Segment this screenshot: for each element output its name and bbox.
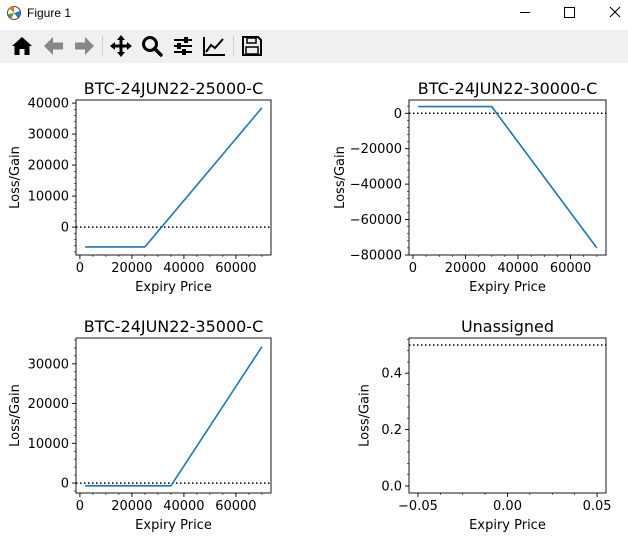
- close-button[interactable]: [592, 0, 628, 28]
- y-tick-label: −80000: [350, 249, 402, 264]
- back-button[interactable]: [41, 33, 67, 59]
- axes-frame: [408, 337, 607, 494]
- y-tick-label: −60000: [350, 213, 402, 228]
- x-tick-label: 60000: [215, 499, 256, 514]
- window-title: Figure 1: [27, 6, 72, 20]
- payoff-line: [418, 105, 598, 249]
- y-tick-label: 20000: [28, 159, 69, 174]
- y-tick-label: 10000: [28, 190, 69, 205]
- x-tick-label: 40000: [163, 261, 204, 276]
- subplot-title: BTC-24JUN22-30000-C: [418, 79, 598, 98]
- x-axis-label: Expiry Price: [469, 518, 546, 533]
- y-tick-label: 30000: [28, 357, 69, 372]
- x-tick-label: 60000: [215, 261, 256, 276]
- arrow-left-icon: [44, 37, 63, 55]
- axes-frame: [75, 337, 272, 494]
- y-axis-label: Loss/Gain: [333, 146, 348, 209]
- payoff-line: [85, 346, 263, 487]
- y-axis-label: Loss/Gain: [8, 384, 23, 447]
- y-axis-label: Loss/Gain: [8, 146, 23, 209]
- y-axis-label: Loss/Gain: [357, 384, 372, 447]
- x-tick-label: 20000: [111, 499, 152, 514]
- zoom-button[interactable]: [139, 33, 165, 59]
- subplot-title: BTC-24JUN22-35000-C: [84, 317, 264, 336]
- floppy-disk-icon: [242, 36, 262, 56]
- toolbar-separator: [233, 36, 234, 56]
- toolbar-separator: [102, 36, 103, 56]
- subplot-4: −0.05 0.00 0.05 0.0 0.2 0.4 Unassigned Expiry P…: [357, 317, 611, 533]
- x-tick-label: 0: [76, 499, 84, 514]
- x-tick-label: 20000: [445, 261, 486, 276]
- maximize-icon: [564, 7, 575, 18]
- y-tick-label: 0: [61, 221, 69, 236]
- save-button[interactable]: [239, 33, 265, 59]
- y-tick-label: −20000: [350, 142, 402, 157]
- sliders-icon: [174, 37, 192, 55]
- x-tick-label: 0: [409, 261, 417, 276]
- close-icon: [609, 6, 621, 18]
- x-tick-label: 60000: [550, 261, 591, 276]
- subplot-2: 0 20000 40000 60000 0 −20000 −40000 −60000 −8000…: [333, 79, 607, 295]
- y-tick-label: 0.4: [381, 367, 402, 382]
- subplot-title: BTC-24JUN22-25000-C: [84, 79, 264, 98]
- x-tick-label: 0.00: [493, 499, 522, 514]
- forward-button[interactable]: [71, 33, 97, 59]
- y-tick-label: 10000: [28, 437, 69, 452]
- x-axis-label: Expiry Price: [469, 280, 546, 295]
- home-button[interactable]: [9, 33, 35, 59]
- y-tick-label: 0: [61, 477, 69, 492]
- window-titlebar: Figure 1: [0, 0, 628, 28]
- line-chart-icon: [203, 37, 225, 56]
- x-tick-label: −0.05: [398, 499, 438, 514]
- axes-frame: [75, 99, 272, 256]
- arrow-right-icon: [75, 37, 94, 55]
- y-tick-label: 30000: [28, 128, 69, 143]
- y-tick-label: 0: [394, 107, 402, 122]
- y-tick-label: 40000: [28, 97, 69, 112]
- maximize-button[interactable]: [547, 0, 593, 28]
- x-axis-label: Expiry Price: [135, 280, 212, 295]
- move-icon: [110, 35, 132, 57]
- y-tick-label: 0.0: [381, 479, 402, 494]
- payoff-line: [85, 107, 263, 248]
- x-axis-label: Expiry Price: [135, 518, 212, 533]
- configure-subplots-button[interactable]: [170, 33, 196, 59]
- y-tick-label: −40000: [350, 178, 402, 193]
- subplot-1: 0 20000 40000 60000 0 10000 20000 30000 40000 BTC…: [8, 79, 272, 295]
- x-tick-label: 40000: [497, 261, 538, 276]
- minimize-button[interactable]: [502, 0, 548, 28]
- subplot-title: Unassigned: [461, 317, 554, 336]
- minimize-icon: [520, 12, 530, 13]
- subplot-3: 0 20000 40000 60000 0 10000 20000 30000 BTC-24JU…: [8, 317, 272, 533]
- figure-canvas[interactable]: 0 20000 40000 60000 0 10000 20000 30000 40000 BTC…: [0, 62, 628, 541]
- matplotlib-app-icon: [7, 6, 21, 20]
- y-tick-label: 0.2: [381, 423, 402, 438]
- navigation-toolbar: [0, 30, 628, 63]
- pan-button[interactable]: [108, 33, 134, 59]
- magnifier-icon: [142, 36, 163, 57]
- axes-frame: [408, 99, 607, 256]
- home-icon: [12, 37, 32, 55]
- x-tick-label: 0: [76, 261, 84, 276]
- y-tick-label: 20000: [28, 397, 69, 412]
- x-tick-label: 40000: [163, 499, 204, 514]
- x-tick-label: 20000: [111, 261, 152, 276]
- x-tick-label: 0.05: [583, 499, 612, 514]
- edit-axis-button[interactable]: [201, 33, 227, 59]
